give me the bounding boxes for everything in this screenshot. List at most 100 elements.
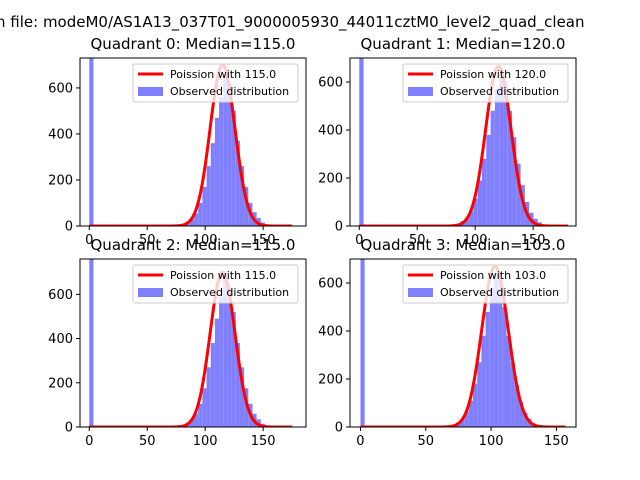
histogram-bar (210, 343, 215, 427)
histogram-bar (498, 280, 503, 427)
histogram-bar (214, 117, 220, 226)
histogram-bar (514, 385, 520, 427)
plot-area (359, 259, 567, 427)
y-tick-label: 600 (48, 288, 73, 303)
histogram-bar (206, 166, 211, 226)
histogram-bar (464, 411, 469, 427)
histogram-bar (519, 401, 524, 427)
histogram-bar (512, 137, 517, 226)
x-tick-label: 100 (479, 434, 504, 449)
legend-label: Observed distribution (440, 85, 559, 98)
legend-label: Observed distribution (170, 286, 289, 299)
histogram-bar (235, 140, 240, 226)
legend-label: Poission with 115.0 (170, 68, 276, 81)
y-tick-label: 400 (48, 332, 73, 347)
histogram-bar (477, 362, 482, 427)
histogram-bar (235, 343, 240, 427)
histogram-bar (359, 58, 364, 226)
x-tick-label: 50 (139, 233, 156, 248)
histogram-bar (227, 285, 232, 427)
histogram-bar (516, 163, 521, 226)
legend: Poission with 115.0 Observed distribution (132, 63, 299, 103)
histogram-bar (223, 276, 228, 427)
x-tick-label: 0 (356, 434, 364, 449)
plot-area (88, 58, 294, 226)
y-tick-label: 0 (335, 220, 343, 235)
legend-label: Poission with 103.0 (440, 269, 546, 282)
legend-label: Poission with 120.0 (440, 68, 546, 81)
histogram-bar (499, 77, 504, 226)
y-tick-label: 400 (318, 124, 343, 139)
poisson-curve (88, 270, 294, 427)
histogram-bar (231, 110, 236, 226)
y-tick-label: 600 (318, 277, 343, 292)
histogram-bar (227, 83, 232, 226)
poisson-curve (88, 63, 294, 226)
histogram-bar (493, 273, 499, 427)
y-tick-label: 0 (65, 220, 73, 235)
histogram-bar (473, 383, 478, 427)
histogram-bar (194, 413, 199, 427)
x-tick-label: 50 (139, 434, 156, 449)
legend-label: Observed distribution (170, 85, 289, 98)
y-tick-label: 200 (48, 376, 73, 391)
histogram-bar (202, 388, 207, 427)
histogram-bar (460, 418, 465, 427)
x-tick-label: 150 (521, 233, 546, 248)
histogram-bar (490, 110, 495, 226)
legend-box (402, 264, 569, 304)
histogram-bar (510, 362, 515, 427)
x-tick-label: 0 (355, 233, 363, 248)
x-tick-label: 100 (193, 233, 218, 248)
legend: Poission with 120.0 Observed distribution (402, 63, 569, 103)
histogram-bar (198, 403, 203, 427)
axes-frame (349, 57, 577, 227)
histogram-bar (502, 307, 507, 427)
histogram-bar (506, 335, 511, 427)
histogram-bar (486, 134, 491, 226)
histogram-bar (473, 198, 478, 226)
x-tick-label: 100 (193, 434, 218, 449)
axes-frame (79, 258, 307, 428)
poisson-curve (359, 264, 567, 427)
legend-box (132, 63, 299, 103)
axes-frame (79, 57, 307, 227)
x-tick-label: 150 (544, 434, 569, 449)
histogram-bar (469, 210, 474, 226)
subplot-quadrant-3: 0 50 100 150 0 200 400 600 Quadrant 3: Median=10… (318, 236, 577, 449)
histogram-bar (239, 367, 245, 427)
subplot-quadrant-1: 0 50 100 150 0 200 400 600 Quadrant 1: Median=12… (318, 35, 577, 248)
histogram-bar (485, 311, 490, 427)
histogram-bar (468, 400, 474, 427)
histogram-bar (507, 110, 513, 226)
x-tick-label: 0 (85, 233, 93, 248)
histogram-bar (189, 419, 195, 427)
y-tick-label: 0 (65, 421, 73, 436)
histogram-bar (219, 97, 224, 226)
y-tick-label: 200 (318, 373, 343, 388)
poisson-curve (358, 64, 569, 226)
histogram-bar (244, 388, 249, 427)
histogram-bar (464, 217, 470, 226)
histogram-bar (244, 186, 249, 226)
subplot-title: Quadrant 1: Median=120.0 (361, 35, 566, 53)
x-tick-label: 50 (409, 233, 426, 248)
legend-label: Observed distribution (440, 286, 559, 299)
histogram-bar (219, 296, 224, 427)
x-tick-label: 150 (251, 434, 276, 449)
subplot-quadrant-2: 0 50 100 150 0 200 400 600 Quadrant 2: Median=11… (48, 236, 307, 449)
histogram-bar (523, 412, 528, 427)
subplot-title: Quadrant 2: Median=115.0 (91, 236, 296, 254)
x-tick-label: 100 (463, 233, 488, 248)
figure-suptitle: n file: modeM0/AS1A13_037T01_9000005930_… (0, 13, 585, 32)
histogram-bar (198, 202, 203, 226)
y-tick-label: 200 (318, 172, 343, 187)
y-tick-label: 200 (48, 173, 73, 188)
histogram-bar (494, 89, 500, 226)
subplot-quadrant-0: 0 50 100 150 0 200 400 600 Quadrant 0: Median=11… (48, 35, 307, 248)
histogram-bar (477, 180, 483, 226)
histogram-bar (194, 213, 199, 226)
y-tick-label: 0 (335, 421, 343, 436)
histogram-bar (223, 76, 228, 226)
subplot-grid: 0 50 100 150 0 200 400 600 Quadrant 0: Median=11… (48, 35, 577, 449)
